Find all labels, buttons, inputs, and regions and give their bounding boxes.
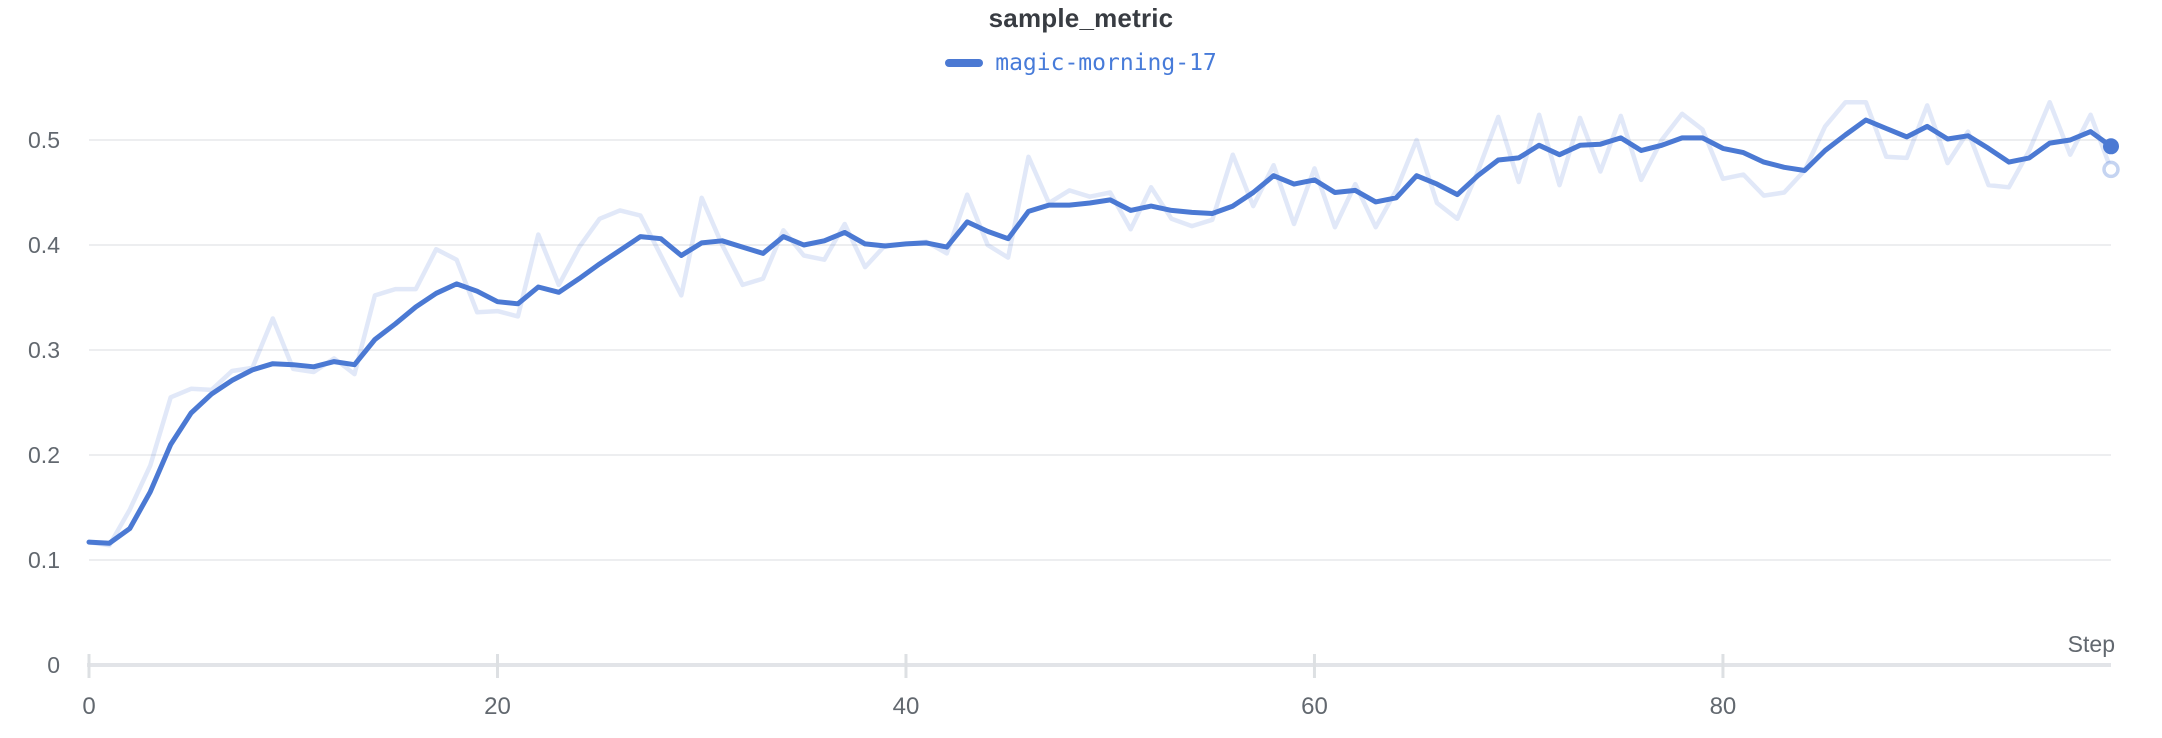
plot-area[interactable] bbox=[89, 85, 2112, 665]
x-axis bbox=[87, 654, 2111, 678]
y-tick-label: 0.4 bbox=[28, 232, 60, 258]
legend-line-swatch bbox=[945, 59, 984, 67]
raw-series-line bbox=[86, 99, 2114, 548]
gridlines bbox=[89, 139, 2111, 561]
series-lines bbox=[86, 99, 2120, 548]
y-tick-label: 0 bbox=[47, 652, 60, 678]
smoothed-series-line bbox=[86, 117, 2114, 546]
y-tick-label: 0.5 bbox=[28, 127, 60, 153]
chart-title: sample_metric bbox=[988, 3, 1174, 33]
axis-tick-labels: 0 0.1 0.2 0.3 0.4 0.5 0 20 40 60 80 bbox=[28, 127, 1736, 720]
last-point-dot bbox=[2103, 138, 2119, 155]
x-tick-label: 40 bbox=[893, 693, 920, 720]
legend: magic-morning-17 bbox=[0, 49, 2162, 77]
x-tick-label: 20 bbox=[484, 693, 511, 720]
y-tick-label: 0.2 bbox=[28, 442, 60, 468]
y-tick-label: 0.3 bbox=[28, 337, 60, 363]
x-tick-label: 80 bbox=[1710, 693, 1737, 720]
legend-label: magic-morning-17 bbox=[995, 50, 1217, 76]
x-tick-label: 0 bbox=[82, 693, 95, 720]
x-axis-title: Step bbox=[2067, 631, 2115, 657]
y-tick-label: 0.1 bbox=[28, 547, 60, 573]
x-tick-label: 60 bbox=[1301, 693, 1328, 720]
last-point-dot-raw bbox=[2102, 160, 2120, 179]
legend-item[interactable]: magic-morning-17 bbox=[945, 49, 1217, 77]
